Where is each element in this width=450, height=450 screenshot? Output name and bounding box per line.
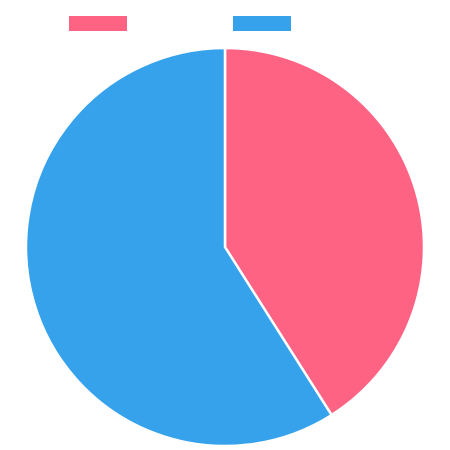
chart-legend: [69, 16, 291, 31]
pie-slice-2[interactable]: [24, 46, 333, 448]
legend-swatch-1[interactable]: [69, 16, 127, 31]
legend-swatch-2[interactable]: [233, 16, 291, 31]
pie-slices: [24, 46, 426, 448]
